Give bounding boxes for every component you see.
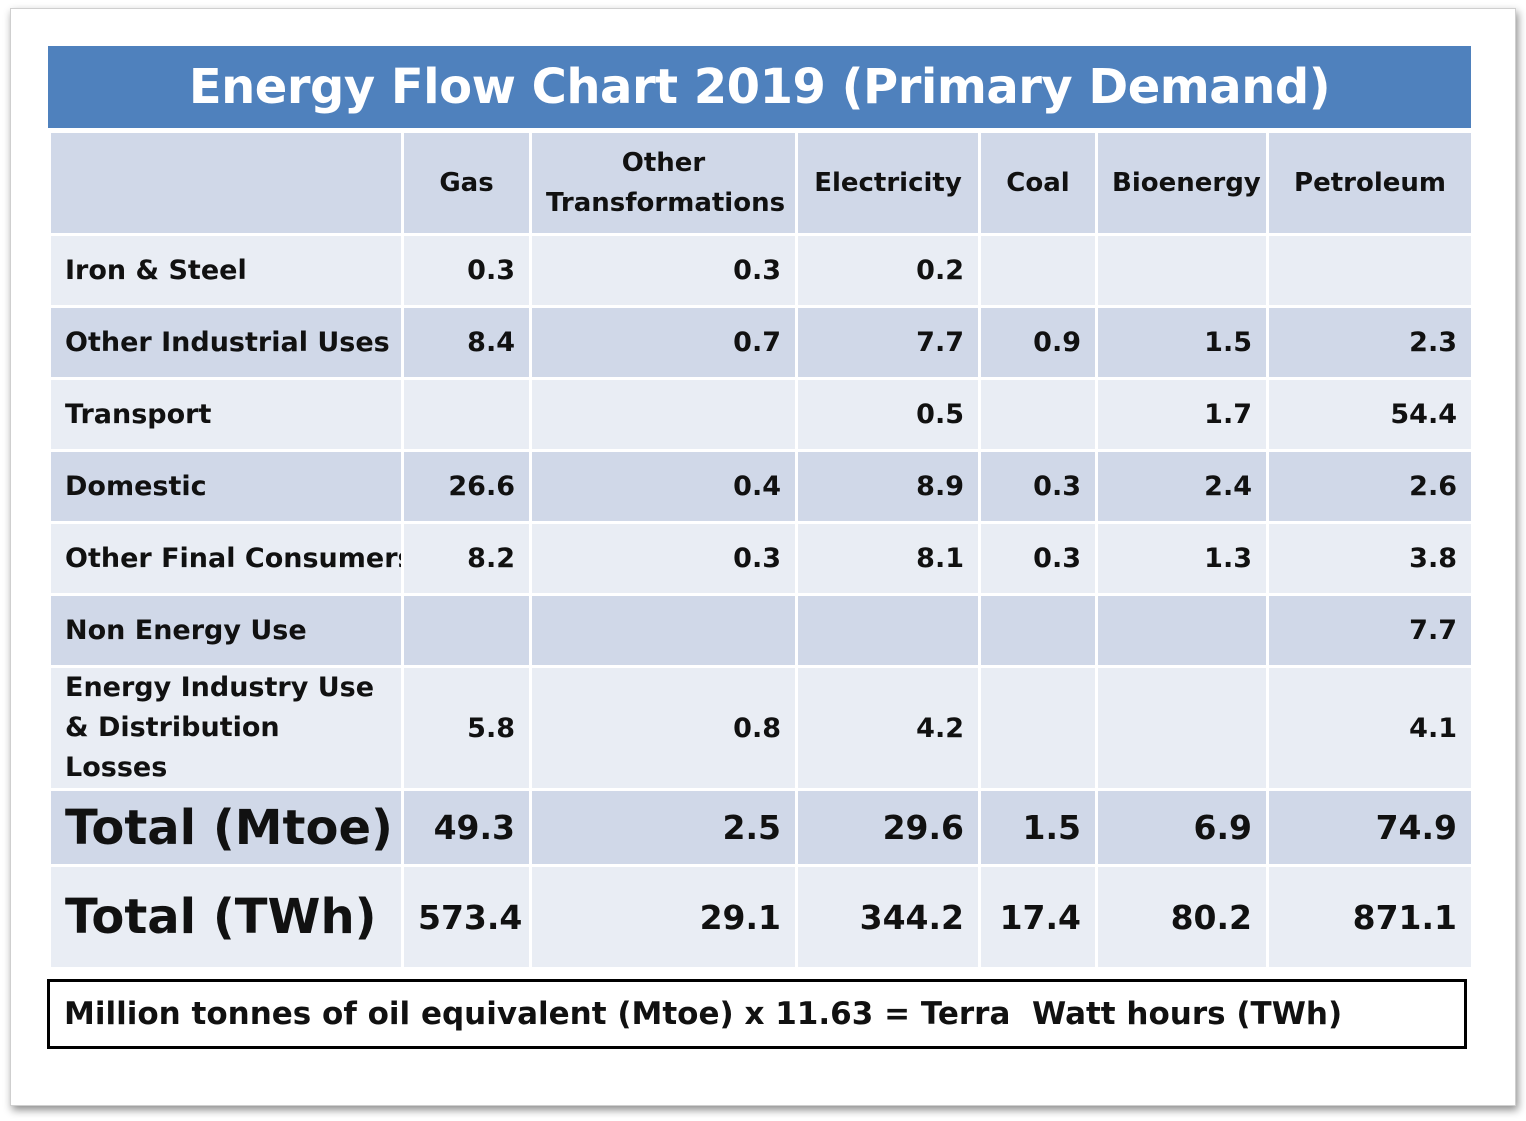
table-cell: 0.4 <box>529 449 798 524</box>
table-cell: 1.5 <box>978 788 1098 867</box>
table-cell <box>978 233 1098 308</box>
table-cell: 1.7 <box>1095 377 1269 452</box>
header-corner <box>48 130 404 236</box>
row-label: Energy Industry Use & Distribution Losse… <box>48 665 404 791</box>
table-cell: 1.5 <box>1095 305 1269 380</box>
table-cell <box>978 593 1098 668</box>
table-cell <box>529 377 798 452</box>
table-cell: 74.9 <box>1266 788 1474 867</box>
table-cell: 7.7 <box>1266 593 1474 668</box>
row-label: Transport <box>48 377 404 452</box>
table-cell <box>401 593 532 668</box>
table-cell <box>1095 233 1269 308</box>
table-cell <box>978 377 1098 452</box>
table-cell: 0.3 <box>529 521 798 596</box>
table-cell: 17.4 <box>978 864 1098 970</box>
total-row-mtoe: Total (Mtoe) 49.3 2.5 29.6 1.5 6.9 74.9 <box>48 788 1474 867</box>
table-cell: 2.3 <box>1266 305 1474 380</box>
table-cell: 80.2 <box>1095 864 1269 970</box>
table-cell: 7.7 <box>795 305 981 380</box>
table-cell: 0.7 <box>529 305 798 380</box>
table-cell: 4.1 <box>1266 665 1474 791</box>
table-cell <box>978 665 1098 791</box>
row-label: Total (TWh) <box>48 864 404 970</box>
column-header: Other Transformations <box>529 130 798 236</box>
table-cell: 8.9 <box>795 449 981 524</box>
table-cell <box>401 377 532 452</box>
table-cell: 54.4 <box>1266 377 1474 452</box>
table-cell: 871.1 <box>1266 864 1474 970</box>
table-row: Domestic 26.6 0.4 8.9 0.3 2.4 2.6 <box>48 449 1474 524</box>
table-cell: 26.6 <box>401 449 532 524</box>
table-row: Iron & Steel 0.3 0.3 0.2 <box>48 233 1474 308</box>
table-cell: 0.9 <box>978 305 1098 380</box>
table-row: Energy Industry Use & Distribution Losse… <box>48 665 1474 791</box>
total-row-twh: Total (TWh) 573.4 29.1 344.2 17.4 80.2 8… <box>48 864 1474 970</box>
row-label: Total (Mtoe) <box>48 788 404 867</box>
table-row: Other Final Consumers 8.2 0.3 8.1 0.3 1.… <box>48 521 1474 596</box>
row-label: Other Industrial Uses <box>48 305 404 380</box>
table-cell: 0.3 <box>529 233 798 308</box>
table-cell: 2.6 <box>1266 449 1474 524</box>
table-row: Transport 0.5 1.7 54.4 <box>48 377 1474 452</box>
column-header: Coal <box>978 130 1098 236</box>
table-cell: 3.8 <box>1266 521 1474 596</box>
column-header: Gas <box>401 130 532 236</box>
table-cell: 29.6 <box>795 788 981 867</box>
table-cell: 0.3 <box>401 233 532 308</box>
row-label: Iron & Steel <box>48 233 404 308</box>
table-cell: 344.2 <box>795 864 981 970</box>
energy-table: Gas Other Transformations Electricity Co… <box>48 130 1474 970</box>
column-header: Petroleum <box>1266 130 1474 236</box>
table-cell: 6.9 <box>1095 788 1269 867</box>
conversion-footnote: Million tonnes of oil equivalent (Mtoe) … <box>47 979 1467 1049</box>
table-cell: 0.2 <box>795 233 981 308</box>
table-cell: 1.3 <box>1095 521 1269 596</box>
table-cell: 0.5 <box>795 377 981 452</box>
table-cell: 0.3 <box>978 449 1098 524</box>
table-cell: 5.8 <box>401 665 532 791</box>
table-cell <box>1095 593 1269 668</box>
table-cell: 8.4 <box>401 305 532 380</box>
table-cell: 0.3 <box>978 521 1098 596</box>
footnote-text: Million tonnes of oil equivalent (Mtoe) … <box>64 996 1343 1032</box>
table-cell: 29.1 <box>529 864 798 970</box>
table-cell: 2.4 <box>1095 449 1269 524</box>
table-row: Other Industrial Uses 8.4 0.7 7.7 0.9 1.… <box>48 305 1474 380</box>
table-cell: 49.3 <box>401 788 532 867</box>
table-cell <box>795 593 981 668</box>
column-header: Bioenergy <box>1095 130 1269 236</box>
chart-title: Energy Flow Chart 2019 (Primary Demand) <box>48 46 1471 128</box>
table-cell: 573.4 <box>401 864 532 970</box>
table-cell: 4.2 <box>795 665 981 791</box>
table-cell <box>529 593 798 668</box>
row-label: Non Energy Use <box>48 593 404 668</box>
table-cell: 2.5 <box>529 788 798 867</box>
row-label: Other Final Consumers <box>48 521 404 596</box>
table-cell: 0.8 <box>529 665 798 791</box>
table-cell <box>1266 233 1474 308</box>
table-cell: 8.2 <box>401 521 532 596</box>
header-row: Gas Other Transformations Electricity Co… <box>48 130 1474 236</box>
table-cell: 8.1 <box>795 521 981 596</box>
column-header: Electricity <box>795 130 981 236</box>
table-row: Non Energy Use 7.7 <box>48 593 1474 668</box>
table-cell <box>1095 665 1269 791</box>
row-label: Domestic <box>48 449 404 524</box>
